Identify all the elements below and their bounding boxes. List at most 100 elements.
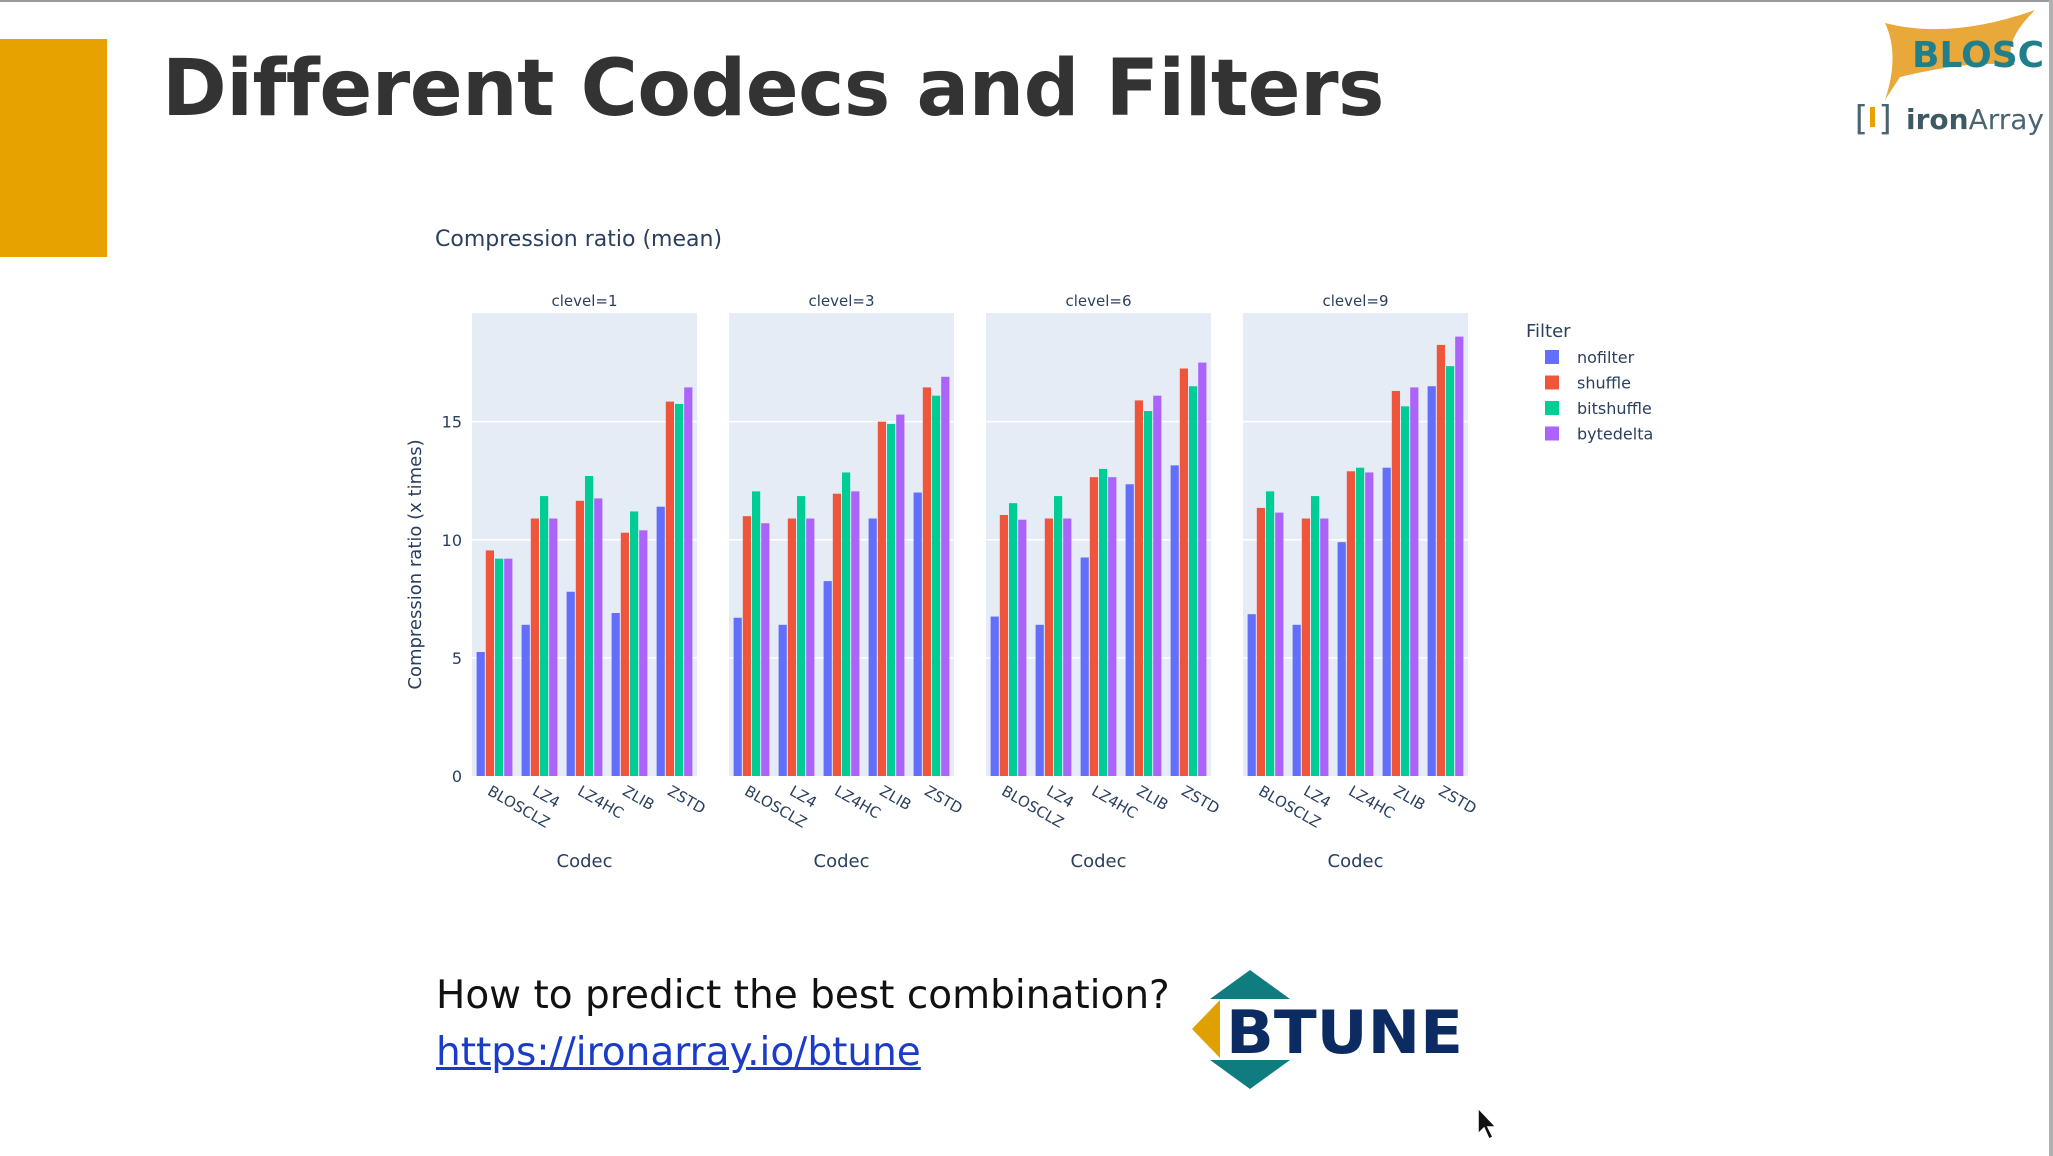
bar-shuffle: clevel=3 LZ4 shuffle: 10.9 xyxy=(787,518,796,776)
y-axis-label: Compression ratio (x times) xyxy=(405,439,426,689)
bar-shuffle: clevel=1 ZLIB shuffle: 10.3 xyxy=(620,532,629,776)
bar-bytedelta: clevel=1 BLOSCLZ bytedelta: 9.2 xyxy=(504,558,513,776)
bar-shuffle: clevel=6 LZ4HC shuffle: 12.65 xyxy=(1089,477,1098,776)
bar-shuffle: clevel=6 ZLIB shuffle: 15.9 xyxy=(1134,400,1143,776)
legend-swatch-bytedelta xyxy=(1545,426,1559,441)
legend-item-shuffle: shuffle xyxy=(1577,374,1631,393)
blosc-ironarray-logo: BLOSC [ ] ironArray xyxy=(1850,10,2044,139)
bar-bytedelta: clevel=3 LZ4 bytedelta: 10.9 xyxy=(806,518,815,776)
mouse-cursor-icon xyxy=(1477,1106,1498,1141)
bar-bitshuffle: clevel=1 LZ4HC bitshuffle: 12.7 xyxy=(585,475,594,776)
bar-bitshuffle: clevel=1 LZ4 bitshuffle: 11.85 xyxy=(540,496,549,776)
bar-nofilter: clevel=1 ZLIB nofilter: 6.9 xyxy=(611,613,620,776)
y-tick-label: 5 xyxy=(452,649,462,668)
bar-shuffle: clevel=1 BLOSCLZ shuffle: 9.55 xyxy=(485,550,494,776)
bar-nofilter: clevel=6 ZLIB nofilter: 12.35 xyxy=(1125,484,1134,776)
bar-bytedelta: clevel=6 LZ4HC bytedelta: 12.65 xyxy=(1108,477,1117,776)
x-tick-label: ZSTD xyxy=(922,782,966,818)
ironarray-brackets-icon: ] xyxy=(1876,99,1896,139)
bar-nofilter: clevel=3 LZ4HC nofilter: 8.25 xyxy=(823,581,832,776)
bar-shuffle: clevel=3 LZ4HC shuffle: 11.95 xyxy=(832,493,841,776)
bar-nofilter: clevel=3 ZSTD nofilter: 12 xyxy=(913,492,922,776)
x-tick-label: ZSTD xyxy=(665,782,709,818)
y-tick-label: 15 xyxy=(442,413,462,432)
bar-bitshuffle: clevel=9 ZLIB bitshuffle: 15.65 xyxy=(1401,406,1410,776)
bar-bitshuffle: clevel=1 ZLIB bitshuffle: 11.2 xyxy=(630,511,639,776)
bar-bitshuffle: clevel=3 BLOSCLZ bitshuffle: 12.05 xyxy=(752,491,761,776)
y-tick-label: 10 xyxy=(442,531,462,550)
bar-shuffle: clevel=3 BLOSCLZ shuffle: 11 xyxy=(742,516,751,776)
bar-shuffle: clevel=9 ZLIB shuffle: 16.3 xyxy=(1391,390,1400,776)
bar-nofilter: clevel=6 LZ4HC nofilter: 9.25 xyxy=(1080,557,1089,776)
question-text: How to predict the best combination? xyxy=(436,973,1170,1018)
x-tick-label: LZ4HC xyxy=(832,782,884,823)
bar-shuffle: clevel=6 LZ4 shuffle: 10.9 xyxy=(1044,518,1053,776)
bar-bytedelta: clevel=9 LZ4HC bytedelta: 12.85 xyxy=(1365,472,1374,776)
bar-shuffle: clevel=9 LZ4HC shuffle: 12.9 xyxy=(1346,471,1355,776)
window-right-border xyxy=(2049,0,2053,1156)
bar-nofilter: clevel=3 ZLIB nofilter: 10.9 xyxy=(868,518,877,776)
bar-shuffle: clevel=3 ZSTD shuffle: 16.45 xyxy=(922,387,931,776)
bar-bytedelta: clevel=3 BLOSCLZ bytedelta: 10.7 xyxy=(761,523,770,776)
bar-nofilter: clevel=9 ZLIB nofilter: 13.05 xyxy=(1382,467,1391,776)
bar-bytedelta: clevel=6 LZ4 bytedelta: 10.9 xyxy=(1063,518,1072,776)
bar-nofilter: clevel=6 LZ4 nofilter: 6.4 xyxy=(1035,624,1044,776)
bar-nofilter: clevel=9 ZSTD nofilter: 16.5 xyxy=(1427,386,1436,776)
bar-bitshuffle: clevel=6 BLOSCLZ bitshuffle: 11.55 xyxy=(1009,503,1018,776)
x-axis-label: Codec xyxy=(1328,851,1384,872)
bar-bitshuffle: clevel=9 ZSTD bitshuffle: 17.35 xyxy=(1446,366,1455,776)
accent-bar xyxy=(0,39,107,257)
bar-bytedelta: clevel=1 ZLIB bytedelta: 10.4 xyxy=(639,530,648,776)
x-tick-label: LZ4HC xyxy=(575,782,627,823)
blosc-flag-shape xyxy=(1885,10,2035,100)
bar-bytedelta: clevel=6 ZLIB bytedelta: 16.1 xyxy=(1153,395,1162,776)
bar-nofilter: clevel=1 LZ4HC nofilter: 7.8 xyxy=(566,591,575,776)
bar-bytedelta: clevel=9 BLOSCLZ bytedelta: 11.15 xyxy=(1275,512,1284,776)
ironarray-logo-text: ironArray xyxy=(1906,103,2044,136)
bar-bitshuffle: clevel=1 BLOSCLZ bitshuffle: 9.2 xyxy=(495,558,504,776)
bar-bitshuffle: clevel=6 LZ4 bitshuffle: 11.85 xyxy=(1054,496,1063,776)
bar-bitshuffle: clevel=3 ZSTD bitshuffle: 16.1 xyxy=(932,395,941,776)
bar-bitshuffle: clevel=9 LZ4HC bitshuffle: 13.05 xyxy=(1356,467,1365,776)
bar-nofilter: clevel=9 LZ4 nofilter: 6.4 xyxy=(1292,624,1301,776)
bar-shuffle: clevel=9 LZ4 shuffle: 10.9 xyxy=(1301,518,1310,776)
panel-title: clevel=3 xyxy=(808,292,874,310)
panel-title: clevel=6 xyxy=(1065,292,1131,310)
bar-bitshuffle: clevel=3 LZ4HC bitshuffle: 12.85 xyxy=(842,472,851,776)
ironarray-mark-icon xyxy=(1870,107,1875,127)
btune-logo-text: BTUNE xyxy=(1226,998,1463,1068)
legend-title: Filter xyxy=(1526,321,1571,342)
x-tick-label: ZSTD xyxy=(1436,782,1480,818)
bar-bitshuffle: clevel=9 BLOSCLZ bitshuffle: 12.05 xyxy=(1266,491,1275,776)
legend-swatch-bitshuffle xyxy=(1545,401,1559,415)
bar-bytedelta: clevel=9 LZ4 bytedelta: 10.9 xyxy=(1320,518,1329,776)
bar-shuffle: clevel=1 LZ4HC shuffle: 11.65 xyxy=(575,500,584,776)
legend-swatch-shuffle xyxy=(1545,375,1559,390)
panel-title: clevel=9 xyxy=(1322,292,1388,310)
bar-nofilter: clevel=3 LZ4 nofilter: 6.4 xyxy=(778,624,787,776)
bar-bytedelta: clevel=1 ZSTD bytedelta: 16.45 xyxy=(684,387,693,776)
bar-shuffle: clevel=6 ZSTD shuffle: 17.25 xyxy=(1179,368,1188,776)
bar-shuffle: clevel=6 BLOSCLZ shuffle: 11.05 xyxy=(999,514,1008,776)
x-tick-label: LZ4HC xyxy=(1346,782,1398,823)
bar-shuffle: clevel=9 ZSTD shuffle: 18.25 xyxy=(1436,344,1445,776)
btune-bottom-triangle xyxy=(1210,1060,1290,1089)
bar-bitshuffle: clevel=6 ZLIB bitshuffle: 15.45 xyxy=(1144,411,1153,776)
bar-shuffle: clevel=3 ZLIB shuffle: 15 xyxy=(877,421,886,776)
btune-link[interactable]: https://ironarray.io/btune xyxy=(436,1030,921,1075)
bar-shuffle: clevel=1 ZSTD shuffle: 15.85 xyxy=(665,401,674,776)
bar-nofilter: clevel=1 ZSTD nofilter: 11.4 xyxy=(656,506,665,776)
slide-title: Different Codecs and Filters xyxy=(162,44,1384,134)
bar-bitshuffle: clevel=3 LZ4 bitshuffle: 11.85 xyxy=(797,496,806,776)
bar-bytedelta: clevel=6 ZSTD bytedelta: 17.5 xyxy=(1198,362,1207,776)
bar-bytedelta: clevel=3 LZ4HC bytedelta: 12.05 xyxy=(851,491,860,776)
btune-logo: BTUNE xyxy=(1192,970,1463,1089)
ironarray-brackets-icon: [ xyxy=(1850,99,1870,139)
btune-left-triangle xyxy=(1192,1000,1220,1058)
bar-nofilter: clevel=3 BLOSCLZ nofilter: 6.7 xyxy=(733,617,742,776)
x-axis-label: Codec xyxy=(1071,851,1127,872)
x-tick-label: ZSTD xyxy=(1179,782,1223,818)
x-tick-label: LZ4HC xyxy=(1089,782,1141,823)
panel-title: clevel=1 xyxy=(551,292,617,310)
